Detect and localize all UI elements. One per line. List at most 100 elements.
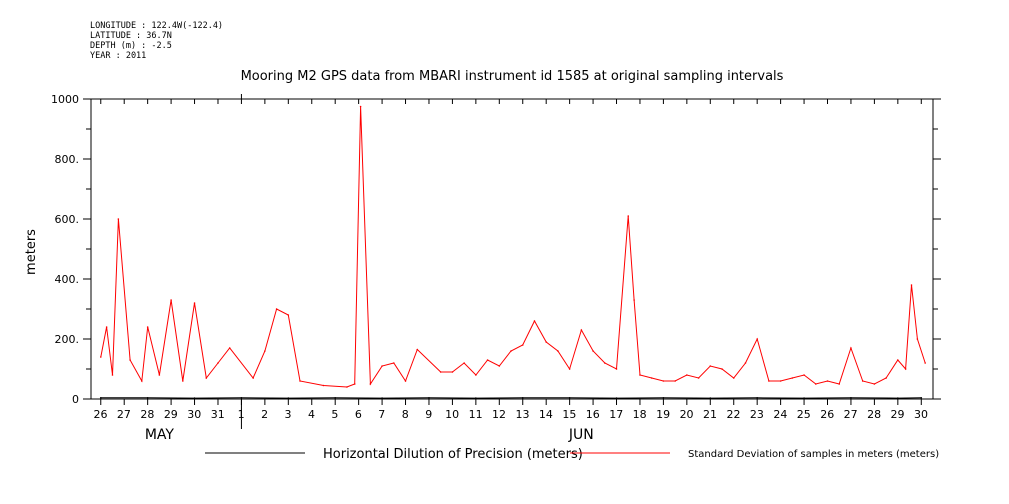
data-point bbox=[756, 338, 758, 340]
x-tick-label: 27 bbox=[117, 408, 131, 421]
x-tick-label: 11 bbox=[469, 408, 483, 421]
x-tick-label: 16 bbox=[586, 408, 600, 421]
x-tick-label: 8 bbox=[402, 408, 409, 421]
data-point bbox=[756, 397, 758, 399]
data-point bbox=[146, 326, 149, 328]
month-label: JUN bbox=[568, 427, 594, 443]
x-tick-label: 20 bbox=[680, 408, 694, 421]
data-point bbox=[182, 380, 184, 382]
data-point bbox=[359, 105, 362, 108]
data-point bbox=[428, 397, 430, 399]
data-point bbox=[779, 380, 782, 382]
data-point bbox=[99, 356, 102, 358]
data-point bbox=[193, 302, 196, 304]
data-point bbox=[475, 374, 477, 376]
x-tick-label: 3 bbox=[285, 408, 292, 421]
data-point bbox=[105, 326, 108, 328]
data-point bbox=[463, 362, 465, 364]
data-point bbox=[916, 338, 919, 340]
series-line-1 bbox=[100, 106, 926, 388]
data-point bbox=[193, 397, 196, 399]
x-tick-label: 13 bbox=[515, 408, 529, 421]
x-tick-label: 7 bbox=[378, 408, 385, 421]
y-axis-label: meters bbox=[24, 229, 39, 275]
data-point bbox=[709, 397, 712, 399]
data-point bbox=[910, 284, 913, 286]
x-tick-label: 26 bbox=[93, 408, 107, 421]
data-point bbox=[217, 362, 219, 364]
data-point bbox=[850, 347, 852, 349]
x-tick-label: 29 bbox=[164, 408, 178, 421]
data-point bbox=[170, 299, 172, 301]
data-point bbox=[897, 359, 899, 361]
data-point bbox=[791, 377, 794, 379]
x-tick-label: 6 bbox=[355, 408, 362, 421]
x-tick-label: 31 bbox=[211, 408, 225, 421]
data-point bbox=[861, 380, 864, 382]
data-point bbox=[287, 397, 290, 399]
data-point bbox=[545, 341, 547, 343]
data-point bbox=[580, 329, 583, 331]
data-point bbox=[334, 397, 336, 399]
data-point bbox=[264, 350, 266, 352]
y-tick-label: 800. bbox=[55, 153, 80, 166]
data-point bbox=[633, 299, 635, 301]
chart-title: Mooring M2 GPS data from MBARI instrumen… bbox=[241, 69, 784, 84]
data-point bbox=[369, 383, 372, 385]
data-point bbox=[252, 377, 254, 379]
data-point bbox=[521, 397, 524, 399]
longitude-label: LONGITUDE : 122.4W(-122.4) bbox=[90, 21, 224, 31]
data-point bbox=[814, 383, 817, 385]
data-point bbox=[381, 397, 383, 399]
data-point bbox=[803, 397, 805, 399]
data-point bbox=[393, 362, 395, 364]
y-tick-label: 600. bbox=[55, 213, 80, 226]
x-tick-label: 15 bbox=[562, 408, 576, 421]
data-point bbox=[627, 215, 630, 217]
data-point bbox=[885, 377, 887, 379]
data-point bbox=[346, 386, 348, 388]
legend-label-stddev: Standard Deviation of samples in meters … bbox=[688, 449, 939, 460]
data-point bbox=[146, 397, 149, 399]
data-point bbox=[650, 377, 653, 379]
data-point bbox=[662, 380, 665, 382]
data-point bbox=[850, 397, 852, 399]
x-tick-label: 21 bbox=[703, 408, 717, 421]
x-tick-label: 26 bbox=[820, 408, 834, 421]
data-point bbox=[639, 374, 641, 376]
data-point bbox=[205, 377, 208, 379]
data-point bbox=[404, 380, 407, 382]
data-point bbox=[592, 350, 594, 352]
data-point bbox=[486, 359, 489, 361]
data-point bbox=[287, 314, 290, 316]
data-point bbox=[498, 365, 501, 367]
data-point bbox=[99, 397, 102, 399]
depth-label: DEPTH (m) : -2.5 bbox=[90, 41, 172, 51]
data-point bbox=[920, 397, 923, 399]
data-point bbox=[826, 380, 829, 382]
y-tick-label: 400. bbox=[55, 273, 80, 286]
data-point bbox=[275, 308, 278, 310]
axes-layer: 0200.400.600.800.10002627282930311234567… bbox=[51, 93, 941, 443]
data-point bbox=[475, 397, 477, 399]
data-point bbox=[744, 362, 747, 364]
data-point bbox=[709, 365, 712, 367]
data-point bbox=[615, 368, 618, 370]
x-tick-label: 2 bbox=[261, 408, 268, 421]
x-tick-label: 18 bbox=[633, 408, 647, 421]
y-tick-label: 1000 bbox=[51, 93, 79, 106]
data-point bbox=[158, 374, 161, 376]
x-tick-label: 9 bbox=[425, 408, 432, 421]
data-point bbox=[228, 347, 231, 349]
latitude-label: LATITUDE : 36.7N bbox=[90, 31, 172, 41]
data-point bbox=[240, 397, 243, 399]
data-point bbox=[451, 371, 454, 373]
x-tick-label: 14 bbox=[539, 408, 553, 421]
data-point bbox=[897, 397, 899, 399]
data-point bbox=[686, 374, 688, 376]
data-point bbox=[439, 371, 442, 373]
legend: Horizontal Dilution of Precision (meters… bbox=[205, 447, 939, 462]
data-point bbox=[322, 384, 325, 387]
data-point bbox=[140, 380, 143, 382]
